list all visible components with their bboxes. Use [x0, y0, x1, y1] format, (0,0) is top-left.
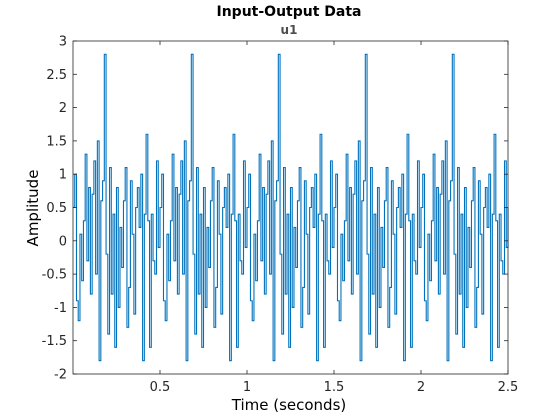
- x-tick-label: 1.5: [324, 380, 345, 395]
- y-tick-label: 1.5: [46, 134, 67, 149]
- x-axis-label: Time (seconds): [231, 396, 347, 414]
- plot-area: 0.5 1 1.5 2 2.5 -2 -1.5 -1 -0.5 0 0.5 1 1.5 2 2.5 3: [42, 35, 519, 396]
- y-axis: -2 -1.5 -1 -0.5 0 0.5 1 1.5 2 2.5 3: [42, 35, 508, 383]
- x-tick-label: 2.5: [498, 380, 519, 395]
- x-axis: 0.5 1 1.5 2 2.5: [150, 41, 519, 395]
- series-line-u1: [73, 53, 509, 362]
- chart-subtitle: u1: [281, 23, 298, 37]
- y-axis-label: Amplitude: [24, 170, 42, 247]
- chart-title: Input-Output Data: [217, 4, 362, 20]
- y-tick-label: -0.5: [42, 268, 67, 283]
- y-tick-label: 1: [59, 168, 67, 183]
- x-tick-label: 1: [243, 380, 251, 395]
- y-tick-label: -2: [54, 368, 67, 383]
- y-tick-label: 2: [59, 101, 67, 116]
- y-tick-label: 0: [59, 234, 67, 249]
- y-tick-label: 0.5: [46, 201, 67, 216]
- y-tick-label: 2.5: [46, 68, 67, 83]
- series-layer: [73, 53, 509, 362]
- y-tick-label: -1.5: [42, 334, 67, 349]
- y-tick-label: -1: [54, 301, 67, 316]
- x-tick-label: 0.5: [150, 380, 171, 395]
- y-tick-label: 3: [59, 35, 67, 50]
- x-tick-label: 2: [417, 380, 425, 395]
